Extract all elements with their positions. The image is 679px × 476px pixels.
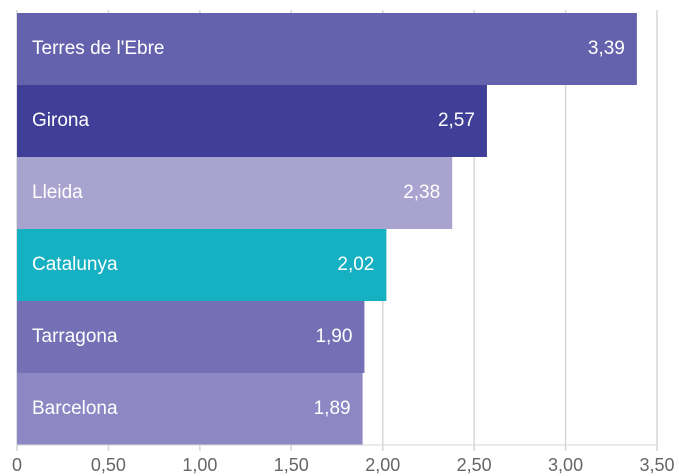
category-label: Tarragona bbox=[32, 326, 118, 347]
category-label: Barcelona bbox=[32, 398, 118, 419]
x-tick-label: 0,50 bbox=[91, 455, 126, 475]
category-label: Terres de l'Ebre bbox=[32, 38, 164, 59]
x-tick-label: 1,50 bbox=[274, 455, 309, 475]
value-label: 2,02 bbox=[337, 254, 374, 275]
value-label: 3,39 bbox=[588, 38, 625, 59]
x-tick-label: 2,00 bbox=[365, 455, 400, 475]
x-tick-label: 3,50 bbox=[639, 455, 674, 475]
value-label: 1,90 bbox=[315, 326, 352, 347]
value-label: 2,38 bbox=[403, 182, 440, 203]
value-label: 2,57 bbox=[438, 110, 475, 131]
bar bbox=[17, 301, 365, 373]
value-label: 1,89 bbox=[314, 398, 351, 419]
category-label: Lleida bbox=[32, 182, 83, 203]
x-tick-label: 1,00 bbox=[182, 455, 217, 475]
bar bbox=[17, 13, 637, 85]
bar bbox=[17, 85, 487, 157]
bar bbox=[17, 229, 387, 301]
category-label: Catalunya bbox=[32, 254, 118, 275]
category-label: Girona bbox=[32, 110, 89, 131]
x-tick-label: 3,00 bbox=[548, 455, 583, 475]
x-tick-label: 2,50 bbox=[457, 455, 492, 475]
bar bbox=[17, 373, 363, 445]
bar bbox=[17, 157, 453, 229]
x-tick-label: 0 bbox=[12, 455, 22, 475]
